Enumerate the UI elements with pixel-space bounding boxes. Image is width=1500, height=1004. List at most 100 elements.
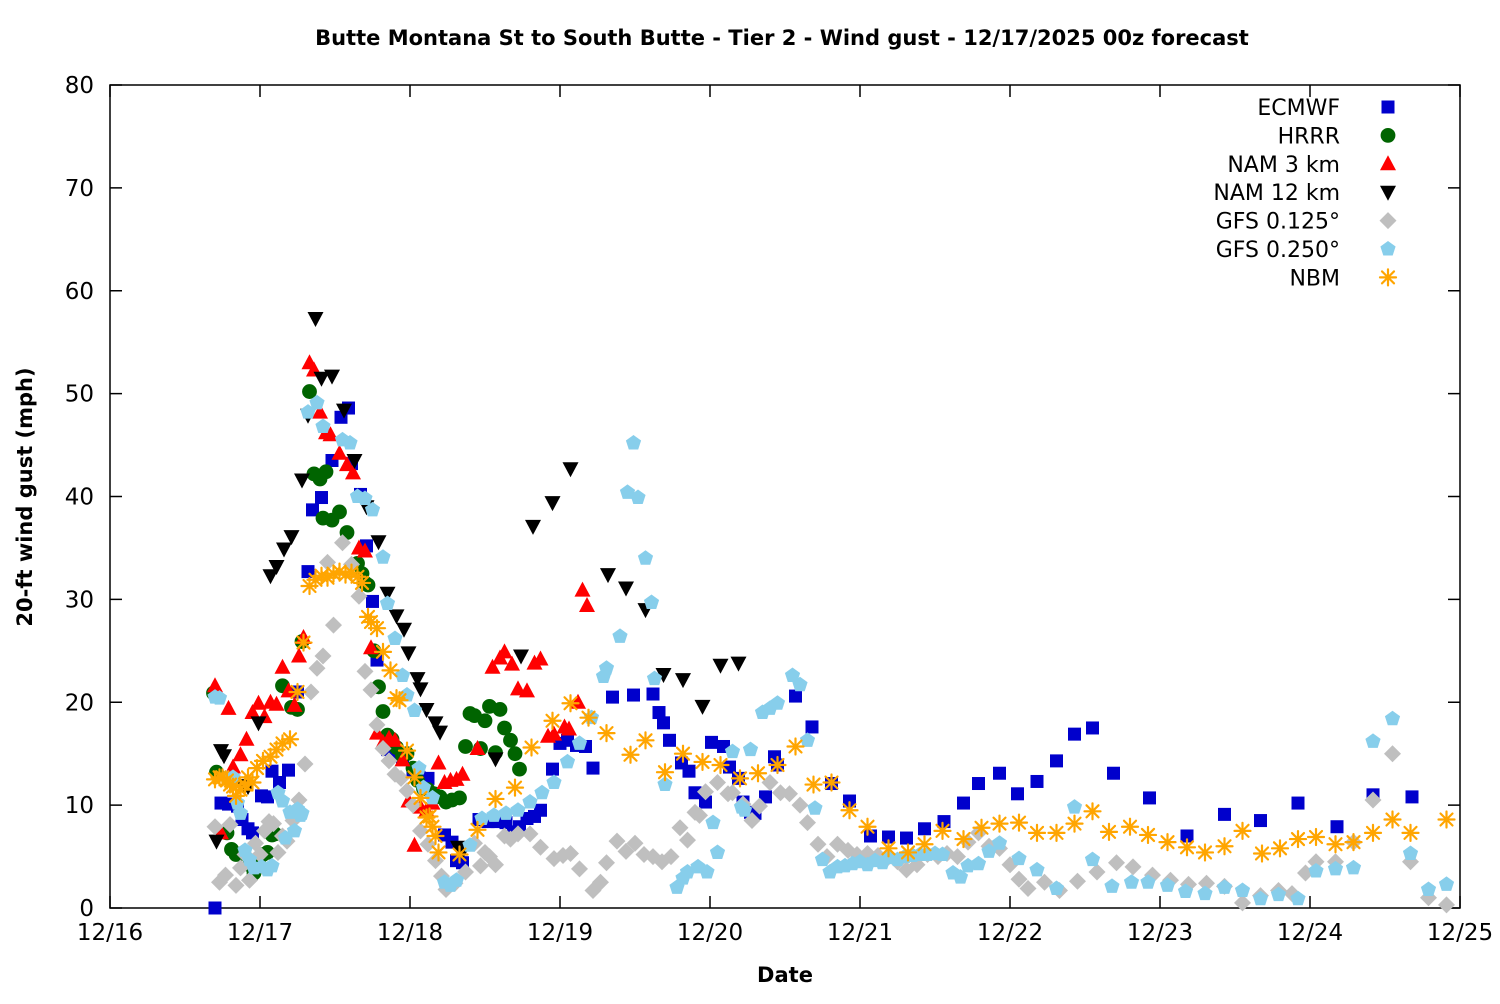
data-point: [288, 682, 307, 702]
data-point: [621, 745, 640, 764]
data-point: [1030, 774, 1044, 788]
data-point: [503, 732, 518, 748]
data-point: [1068, 727, 1081, 741]
data-point: [1438, 876, 1455, 891]
data-point: [412, 682, 429, 698]
chart-title: Butte Montana St to South Butte - Tier 2…: [315, 26, 1249, 50]
plot-frame: [109, 84, 1461, 909]
data-point: [394, 751, 411, 767]
data-point: [291, 647, 307, 663]
data-point: [411, 788, 430, 808]
data-point: [1048, 880, 1065, 895]
data-point: [864, 829, 877, 843]
data-point: [373, 642, 393, 661]
data-point: [843, 794, 856, 808]
data-point: [781, 785, 798, 803]
data-point: [694, 699, 711, 715]
data-point: [1402, 845, 1419, 860]
data-point: [561, 694, 580, 713]
data-point: [805, 720, 819, 734]
data-point: [306, 503, 319, 517]
data-point: [294, 805, 310, 820]
data-point: [362, 681, 380, 699]
data-point: [345, 464, 361, 480]
data-point: [612, 628, 628, 643]
data-point: [571, 735, 588, 750]
data-point: [990, 814, 1009, 833]
data-point: [405, 768, 424, 787]
data-point: [768, 755, 787, 775]
data-point: [1019, 879, 1037, 897]
data-point: [972, 777, 985, 791]
data-point: [282, 763, 295, 777]
data-point: [427, 716, 444, 732]
data-point: [472, 857, 489, 875]
data-point: [1270, 886, 1287, 902]
data-point: [570, 693, 586, 709]
data-point: [487, 856, 504, 874]
data-point: [1330, 820, 1344, 834]
series-hrrr: [206, 384, 527, 881]
data-point: [789, 689, 802, 703]
legend-marker-square-icon: [1381, 100, 1395, 114]
data-point: [791, 796, 809, 814]
data-point: [241, 871, 258, 889]
data-point: [1306, 827, 1326, 847]
data-point: [799, 732, 816, 747]
data-point: [705, 814, 721, 830]
data-point: [1197, 885, 1213, 901]
data-point: [1291, 796, 1305, 810]
data-point: [302, 683, 320, 701]
data-point: [1083, 802, 1102, 821]
legend-label: GFS 0.125°: [1216, 210, 1340, 235]
data-point: [206, 818, 224, 836]
data-point: [429, 843, 448, 862]
data-point: [1254, 814, 1267, 828]
data-point: [375, 704, 391, 719]
data-point: [1308, 862, 1324, 878]
data-point: [691, 806, 708, 824]
data-point: [748, 764, 768, 783]
data-point: [1069, 872, 1086, 890]
data-point: [579, 708, 598, 727]
data-point: [1344, 833, 1363, 852]
data-point: [294, 473, 310, 489]
data-point: [724, 743, 741, 759]
data-point: [392, 769, 410, 787]
data-point: [276, 542, 292, 558]
data-point: [375, 549, 391, 564]
data-point: [225, 758, 241, 774]
data-point: [525, 519, 541, 535]
data-point: [496, 643, 513, 659]
data-point: [882, 830, 895, 844]
data-point: [374, 740, 392, 758]
data-point: [274, 658, 291, 674]
data-point: [1066, 799, 1083, 814]
data-point: [991, 835, 1008, 850]
data-point: [1383, 810, 1402, 829]
data-point: [232, 805, 249, 820]
data-point: [1143, 791, 1156, 805]
data-point: [799, 814, 816, 832]
data-point: [981, 843, 997, 858]
legend-item-hrrr: HRRR: [1278, 124, 1396, 149]
data-point: [792, 676, 808, 692]
series-nbm: [205, 562, 1456, 864]
data-point: [312, 403, 328, 419]
data-point: [724, 784, 741, 802]
data-point: [387, 731, 403, 747]
data-point: [1420, 881, 1437, 896]
data-point: [699, 863, 715, 879]
data-point: [1363, 823, 1383, 843]
data-point: [786, 737, 805, 756]
y-axis-label: 20-ft wind gust (mph): [13, 367, 37, 626]
data-point: [379, 586, 396, 602]
data-point: [598, 660, 615, 675]
data-point: [492, 702, 508, 717]
data-point: [574, 581, 591, 597]
data-point: [484, 658, 501, 674]
data-point: [1065, 814, 1084, 833]
series-gfs-0-250-: [207, 394, 1455, 906]
